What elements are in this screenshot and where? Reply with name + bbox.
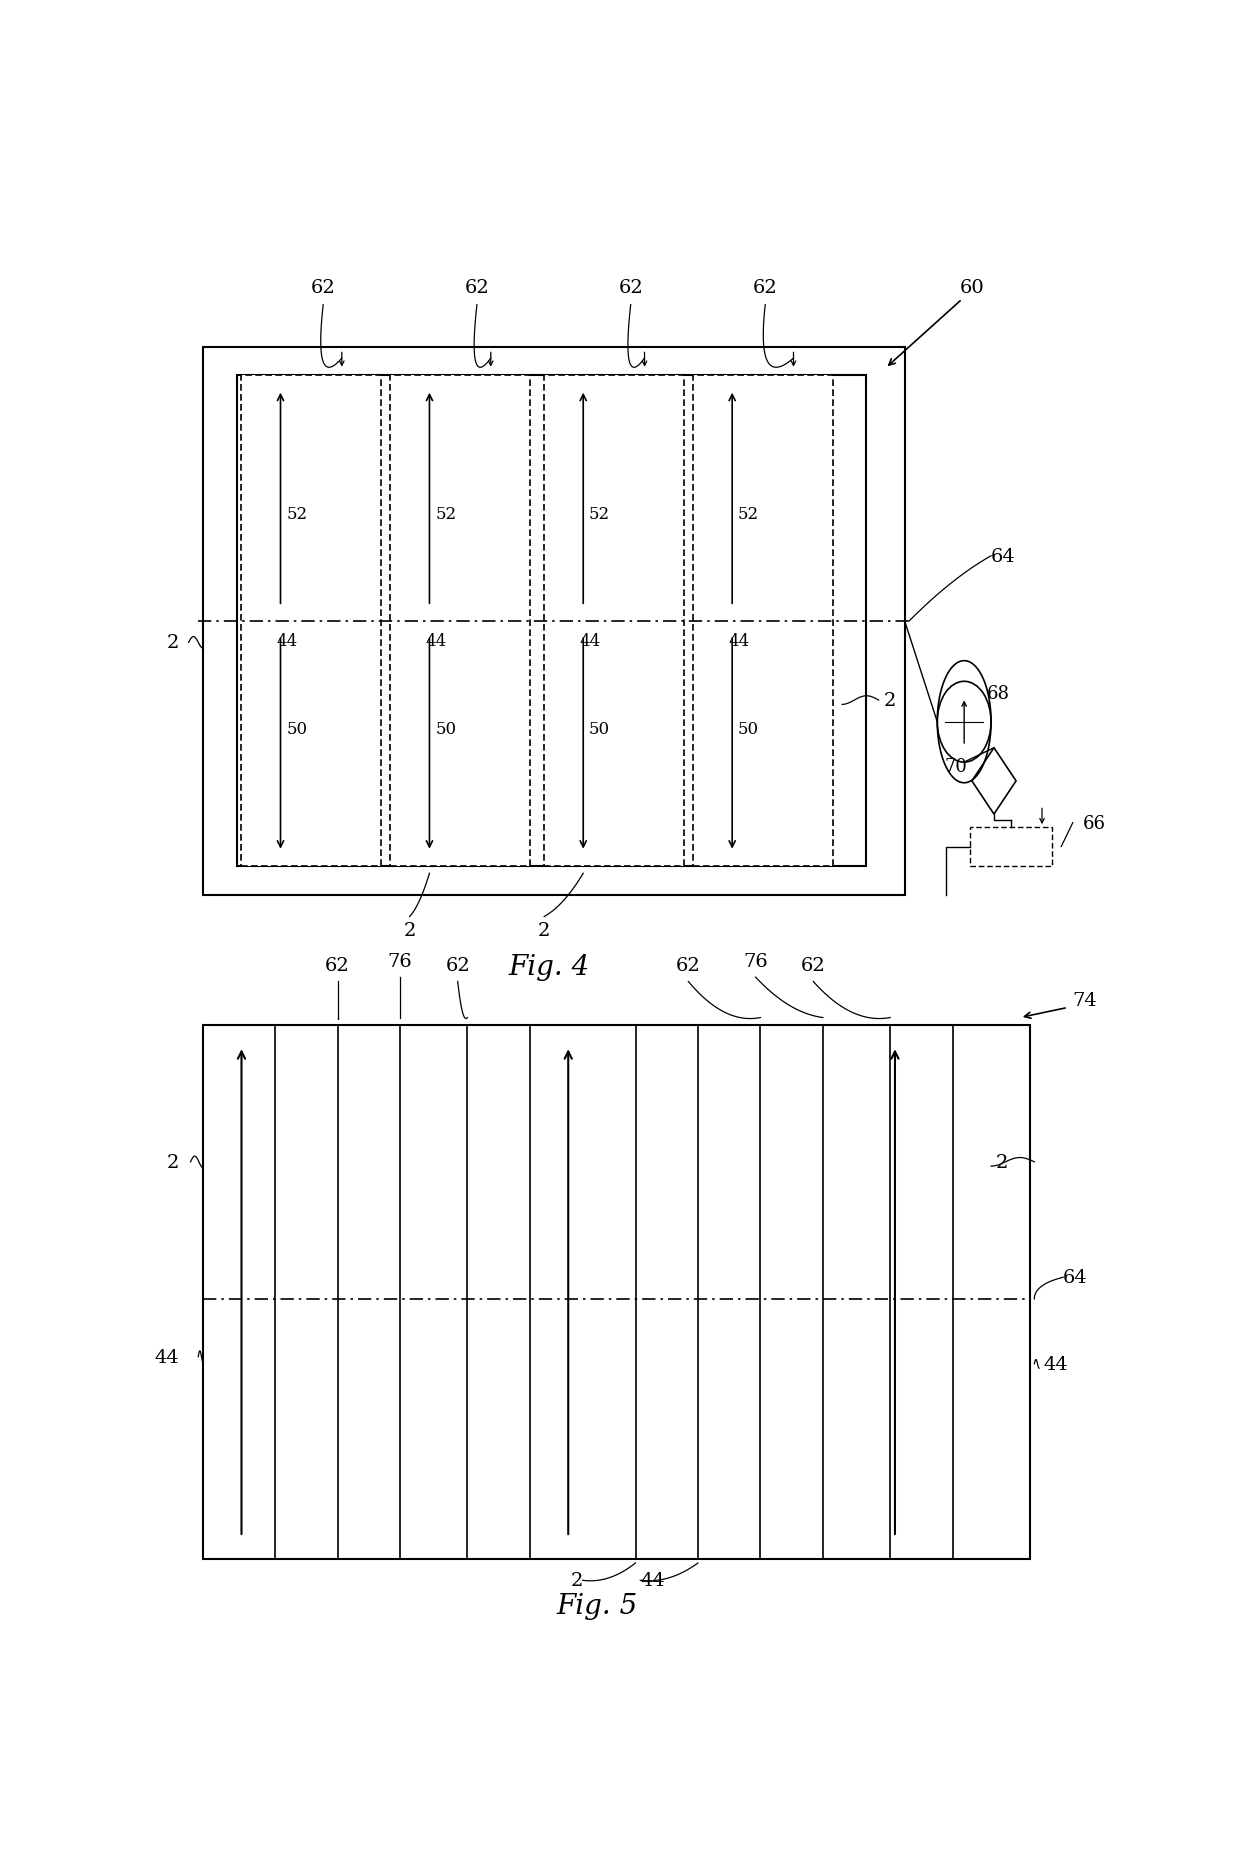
Text: 62: 62 bbox=[465, 279, 490, 298]
Text: 64: 64 bbox=[991, 547, 1016, 566]
Text: 62: 62 bbox=[619, 279, 644, 298]
Text: 60: 60 bbox=[960, 279, 985, 298]
Text: 76: 76 bbox=[388, 951, 413, 970]
Text: 44: 44 bbox=[1044, 1354, 1069, 1373]
FancyBboxPatch shape bbox=[693, 376, 832, 867]
Text: 44: 44 bbox=[579, 633, 600, 650]
Text: 50: 50 bbox=[435, 721, 456, 738]
Text: 2: 2 bbox=[538, 922, 551, 940]
Text: 62: 62 bbox=[311, 279, 336, 298]
Text: 64: 64 bbox=[1063, 1268, 1087, 1287]
Text: 52: 52 bbox=[738, 506, 759, 523]
Polygon shape bbox=[972, 749, 1016, 815]
Text: 2: 2 bbox=[166, 633, 179, 652]
Bar bbox=[203, 347, 904, 895]
Text: 44: 44 bbox=[728, 633, 750, 650]
Text: 76: 76 bbox=[743, 951, 768, 970]
Text: 44: 44 bbox=[425, 633, 446, 650]
FancyBboxPatch shape bbox=[242, 376, 381, 867]
Circle shape bbox=[937, 682, 991, 762]
FancyBboxPatch shape bbox=[391, 376, 529, 867]
Text: 52: 52 bbox=[286, 506, 308, 523]
Bar bbox=[237, 376, 867, 867]
Text: 74: 74 bbox=[1073, 991, 1097, 1010]
Text: 2: 2 bbox=[996, 1154, 1008, 1171]
Text: 62: 62 bbox=[445, 957, 470, 974]
FancyBboxPatch shape bbox=[544, 376, 683, 867]
Text: 44: 44 bbox=[640, 1571, 665, 1590]
Text: 44: 44 bbox=[154, 1349, 179, 1365]
Text: 66: 66 bbox=[1083, 815, 1105, 832]
Text: Fig. 4: Fig. 4 bbox=[508, 953, 590, 980]
Text: 44: 44 bbox=[277, 633, 298, 650]
Text: 2: 2 bbox=[166, 1154, 179, 1171]
Bar bbox=[970, 828, 1052, 867]
Text: 52: 52 bbox=[589, 506, 610, 523]
Text: 62: 62 bbox=[801, 957, 826, 974]
Bar bbox=[203, 1025, 1029, 1558]
Text: 52: 52 bbox=[435, 506, 456, 523]
Text: 2: 2 bbox=[403, 922, 415, 940]
Text: 62: 62 bbox=[753, 279, 777, 298]
Text: 2: 2 bbox=[883, 691, 895, 710]
Text: 50: 50 bbox=[286, 721, 308, 738]
Text: 62: 62 bbox=[676, 957, 701, 974]
Text: 70: 70 bbox=[944, 759, 967, 775]
Text: Fig. 5: Fig. 5 bbox=[557, 1592, 637, 1620]
Text: 50: 50 bbox=[738, 721, 759, 738]
Text: 50: 50 bbox=[589, 721, 610, 738]
Text: 68: 68 bbox=[986, 684, 1009, 702]
Text: 2: 2 bbox=[570, 1571, 583, 1590]
Text: 62: 62 bbox=[325, 957, 350, 974]
